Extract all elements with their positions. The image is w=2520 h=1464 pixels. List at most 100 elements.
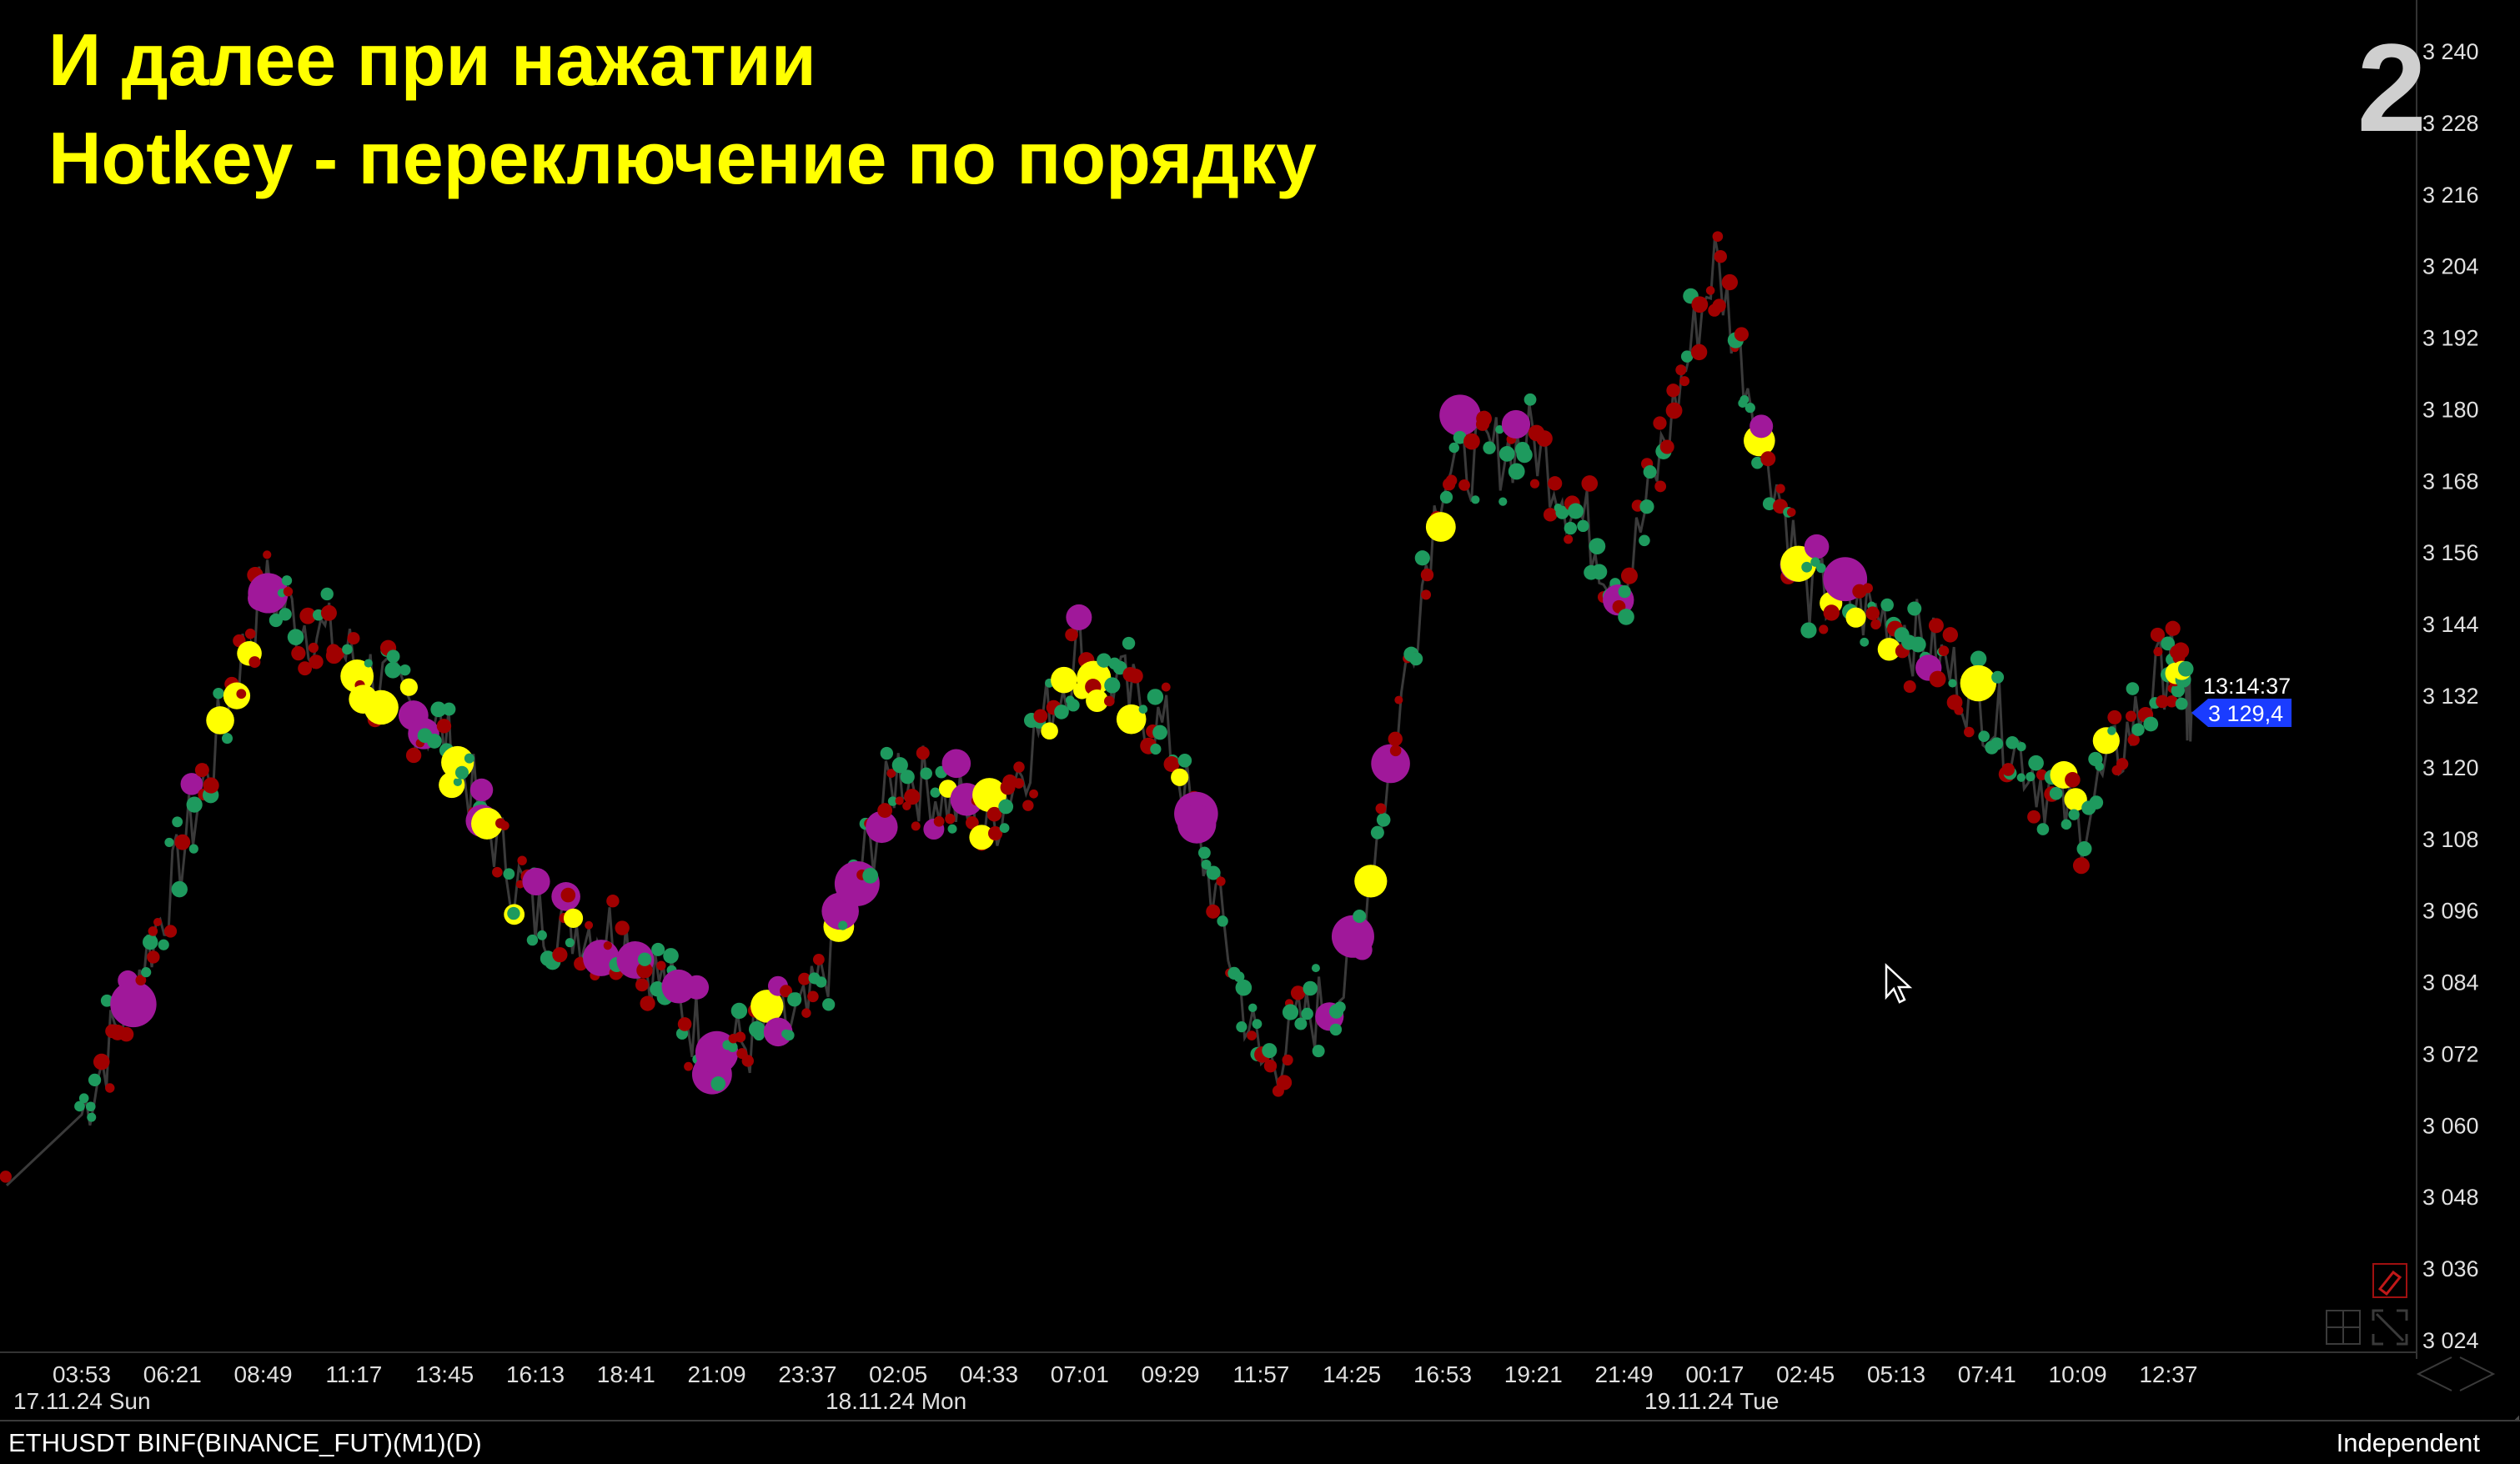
date-label: 18.11.24 Mon (826, 1388, 966, 1414)
trade-marker (391, 664, 402, 674)
trade-marker (1954, 705, 1964, 715)
scale-mode-label[interactable]: Independent (2336, 1428, 2480, 1457)
trade-marker (1354, 865, 1388, 898)
trade-marker (886, 769, 896, 778)
trade-marker (1116, 704, 1147, 735)
trade-marker (1751, 456, 1764, 469)
trade-marker (1453, 430, 1467, 444)
trade-marker (663, 948, 679, 964)
trade-marker (1329, 1023, 1343, 1036)
trade-marker (1388, 731, 1403, 747)
trade-marker (1734, 327, 1749, 342)
trade-marker (677, 1017, 692, 1031)
trade-marker (248, 573, 289, 614)
scroll-right-icon[interactable] (2459, 1356, 2496, 1391)
trade-marker (560, 887, 576, 903)
date-label: 19.11.24 Tue (1644, 1388, 1779, 1414)
trade-marker (1353, 910, 1367, 924)
scroll-left-icon[interactable] (2416, 1356, 2452, 1391)
trade-marker (1448, 442, 1459, 454)
trade-marker (816, 976, 827, 988)
trade-marker (1721, 273, 1739, 291)
trade-marker (1618, 609, 1634, 625)
trade-marker (1206, 865, 1221, 880)
trade-marker (563, 908, 584, 928)
trade-marker (636, 962, 653, 979)
trade-marker (1376, 813, 1391, 827)
trade-marker (2064, 788, 2087, 811)
trade-marker (1276, 1075, 1293, 1090)
trade-marker (263, 550, 272, 559)
trade-marker (1282, 1004, 1299, 1020)
trade-marker (1439, 490, 1453, 504)
trade-marker (174, 834, 191, 850)
trade-markers (0, 231, 2194, 1183)
time-axis[interactable]: 03:53 06:21 08:49 11:17 13:45 16:13 18:41 21:09… (13, 1361, 2197, 1414)
trade-marker (866, 810, 898, 844)
time-tick-label: 16:53 (1413, 1361, 1472, 1387)
trade-marker (1128, 669, 1143, 684)
eraser-icon[interactable] (2372, 1263, 2407, 1298)
trade-marker (340, 659, 374, 693)
trade-marker (1420, 568, 1434, 582)
trade-marker (281, 575, 293, 586)
price-tick-label: 3 204 (2422, 254, 2479, 279)
trade-marker (1749, 414, 1774, 439)
trade-marker (213, 687, 224, 699)
trade-marker (1425, 512, 1456, 542)
price-tick-label: 3 144 (2422, 612, 2479, 637)
fullscreen-icon[interactable] (2372, 1309, 2408, 1346)
trade-marker (330, 647, 344, 661)
status-bar: ETHUSDT BINF(BINANCE_FUT)(M1)(D) Indepen… (0, 1420, 2520, 1464)
trade-marker (916, 746, 930, 760)
trade-marker (1138, 704, 1148, 714)
price-tick-label: 3 168 (2422, 469, 2479, 494)
trade-marker (492, 866, 503, 878)
trade-marker (1150, 743, 1162, 755)
trade-marker (741, 1055, 754, 1067)
trade-marker (1865, 606, 1880, 620)
trade-marker (222, 733, 233, 745)
trade-marker (1845, 607, 1866, 628)
time-tick-label: 02:05 (869, 1361, 927, 1387)
trade-marker (891, 757, 908, 774)
trade-marker (911, 821, 921, 831)
grid-icon[interactable] (2326, 1310, 2361, 1345)
trade-marker (1786, 508, 1796, 517)
time-tick-label: 07:41 (1958, 1361, 2016, 1387)
trade-marker (2028, 755, 2044, 771)
price-axis[interactable]: 3 240 3 228 3 216 3 204 3 192 3 180 3 168 3 156… (2422, 39, 2479, 1353)
trade-marker (194, 763, 209, 778)
trade-marker (236, 689, 247, 699)
trade-marker (603, 941, 612, 950)
trade-marker (1421, 589, 1432, 600)
trade-marker (1294, 1017, 1308, 1030)
trade-marker (1104, 677, 1121, 694)
trade-marker (147, 950, 160, 964)
trade-marker (1589, 538, 1606, 555)
trade-marker (454, 765, 469, 780)
price-tick-label: 3 060 (2422, 1113, 2479, 1138)
symbol-label[interactable]: ETHUSDT BINF(BINANCE_FUT)(M1)(D) (8, 1428, 482, 1457)
time-tick-label: 16:13 (506, 1361, 565, 1387)
trade-marker (2026, 772, 2036, 782)
trade-marker (1775, 484, 1785, 494)
trade-marker (2065, 772, 2081, 788)
trade-marker (1394, 695, 1403, 704)
trade-marker (2131, 723, 2145, 736)
trade-marker (399, 678, 418, 696)
trade-marker (1498, 445, 1515, 462)
trade-marker (2072, 857, 2090, 875)
time-tick-label: 04:33 (960, 1361, 1018, 1387)
price-tick-label: 3 084 (2422, 970, 2479, 995)
trade-marker (1653, 416, 1667, 430)
trade-marker (1564, 534, 1574, 544)
trade-marker (1478, 419, 1490, 430)
time-tick-label: 18:41 (597, 1361, 655, 1387)
trade-marker (105, 1083, 115, 1093)
trade-marker (2089, 795, 2104, 810)
trade-marker (164, 837, 174, 848)
trade-marker (1548, 476, 1563, 491)
time-tick-label: 13:45 (415, 1361, 474, 1387)
